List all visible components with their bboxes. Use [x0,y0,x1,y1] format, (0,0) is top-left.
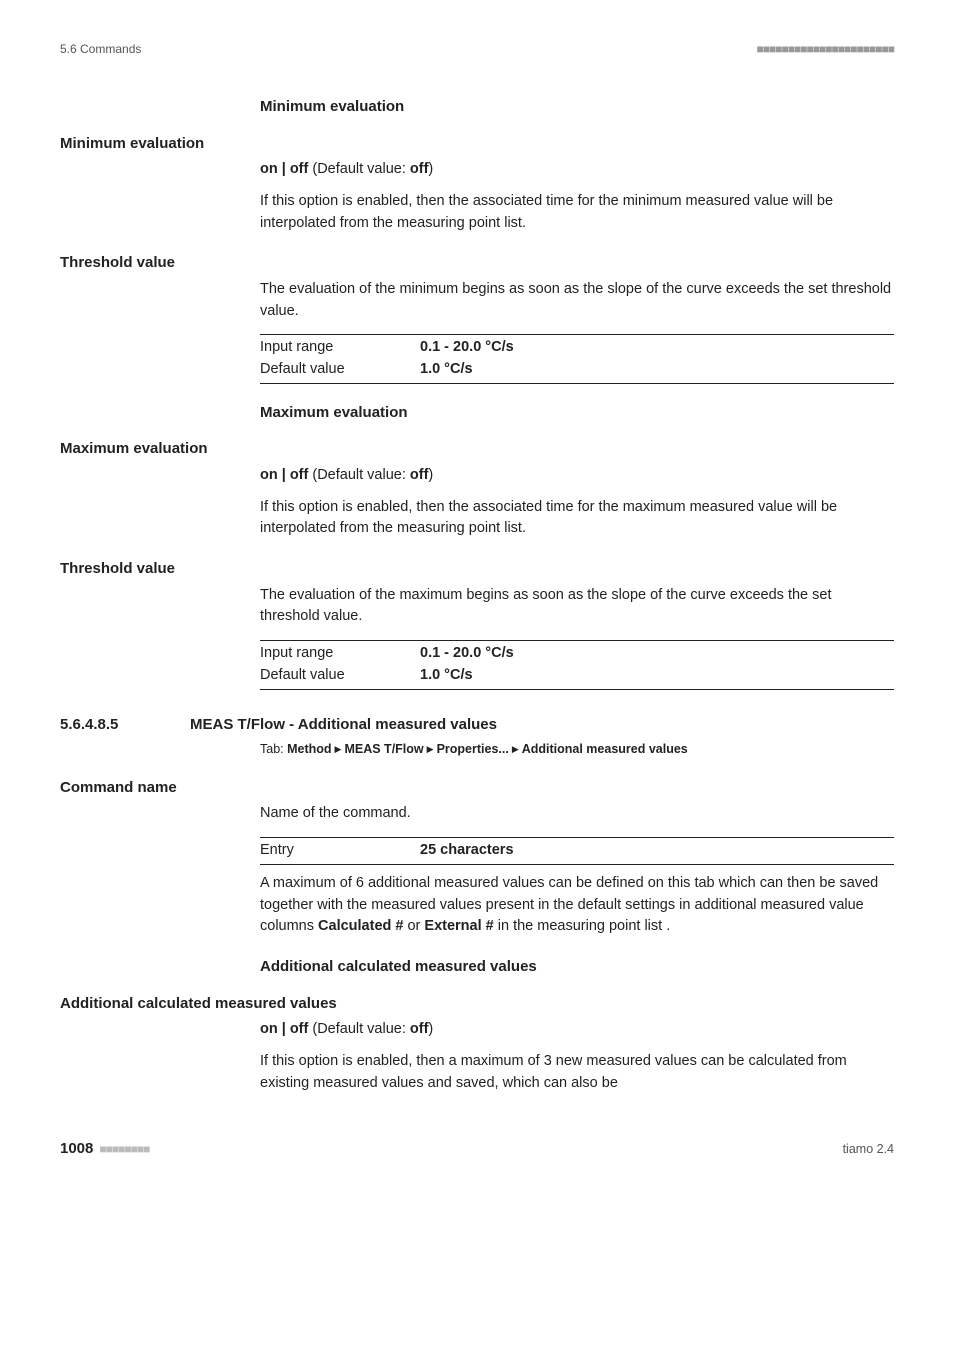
tab-p1: Method [287,742,331,756]
threshold2-table: Input range 0.1 - 20.0 °C/s Default valu… [260,640,894,690]
threshold2-block: Threshold value The evaluation of the ma… [60,558,894,690]
onoff-suffix: ) [428,467,433,483]
onoff-default: off [410,1021,429,1037]
max-eval-heading: Maximum evaluation [260,402,894,425]
max-eval-label: Maximum evaluation [60,438,894,461]
footer-right: tiamo 2.4 [843,1140,894,1159]
triangle-icon: ▶ [335,743,342,757]
page-number: 1008 [60,1140,93,1157]
default-value-label: Default value [260,359,420,381]
onoff-options: on | off [260,467,308,483]
footer-dashes: ■■■■■■■■ [99,1142,149,1156]
tab-p3: Properties... [437,742,509,756]
note-b1: Calculated # [318,918,403,934]
triangle-icon: ▶ [427,743,434,757]
default-value-label: Default value [260,665,420,687]
command-name-block: Command name Name of the command. Entry … [60,777,894,938]
note-p3: in the measuring point list . [494,918,671,934]
onoff-options: on | off [260,1021,308,1037]
threshold2-label: Threshold value [60,558,894,581]
max-eval-desc: If this option is enabled, then the asso… [260,497,894,541]
onoff-default: off [410,161,429,177]
addl-label: Additional calculated measured values [60,993,894,1016]
triangle-icon: ▶ [512,743,519,757]
threshold1-table: Input range 0.1 - 20.0 °C/s Default valu… [260,334,894,384]
command-note: A maximum of 6 additional measured value… [260,873,894,938]
onoff-default: off [410,467,429,483]
input-range-label: Input range [260,337,420,359]
onoff-mid: (Default value: [308,161,410,177]
entry-table: Entry 25 characters [260,837,894,865]
max-eval-onoff: on | off (Default value: off) [260,465,894,487]
footer-page: 1008 ■■■■■■■■ [60,1138,149,1161]
tab-breadcrumb: Tab: Method▶MEAS T/Flow▶Properties...▶Ad… [260,740,894,759]
entry-val: 25 characters [420,840,514,862]
command-name-desc: Name of the command. [260,803,894,825]
addl-desc: If this option is enabled, then a maximu… [260,1051,894,1095]
input-range-val: 0.1 - 20.0 °C/s [420,643,514,665]
header-dashes: ■■■■■■■■■■■■■■■■■■■■■■ [757,40,894,58]
threshold1-label: Threshold value [60,252,894,275]
command-name-label: Command name [60,777,894,800]
onoff-suffix: ) [428,161,433,177]
onoff-mid: (Default value: [308,467,410,483]
min-eval-heading: Minimum evaluation [260,96,894,119]
max-eval-block: Maximum evaluation on | off (Default val… [60,438,894,540]
note-b2: External # [424,918,493,934]
page-footer: 1008 ■■■■■■■■ tiamo 2.4 [60,1138,894,1161]
section-title: MEAS T/Flow - Additional measured values [190,714,497,737]
addl-onoff: on | off (Default value: off) [260,1019,894,1041]
input-range-val: 0.1 - 20.0 °C/s [420,337,514,359]
input-range-label: Input range [260,643,420,665]
tab-label: Tab: [260,742,287,756]
onoff-suffix: ) [428,1021,433,1037]
threshold1-block: Threshold value The evaluation of the mi… [60,252,894,384]
tab-p4: Additional measured values [522,742,688,756]
min-eval-desc: If this option is enabled, then the asso… [260,191,894,235]
min-eval-label: Minimum evaluation [60,133,894,156]
min-eval-onoff: on | off (Default value: off) [260,159,894,181]
threshold1-desc: The evaluation of the minimum begins as … [260,279,894,323]
section-number: 5.6.4.8.5 [60,714,190,737]
addl-block: Additional calculated measured values on… [60,993,894,1095]
page-header: 5.6 Commands ■■■■■■■■■■■■■■■■■■■■■■ [60,40,894,58]
entry-label: Entry [260,840,420,862]
default-value-val: 1.0 °C/s [420,359,473,381]
note-p2: or [403,918,424,934]
tab-p2: MEAS T/Flow [344,742,423,756]
header-left: 5.6 Commands [60,40,141,58]
onoff-options: on | off [260,161,308,177]
threshold2-desc: The evaluation of the maximum begins as … [260,585,894,629]
section-heading: 5.6.4.8.5 MEAS T/Flow - Additional measu… [60,714,894,737]
onoff-mid: (Default value: [308,1021,410,1037]
default-value-val: 1.0 °C/s [420,665,473,687]
min-eval-block: Minimum evaluation on | off (Default val… [60,133,894,235]
addl-heading: Additional calculated measured values [260,956,894,979]
